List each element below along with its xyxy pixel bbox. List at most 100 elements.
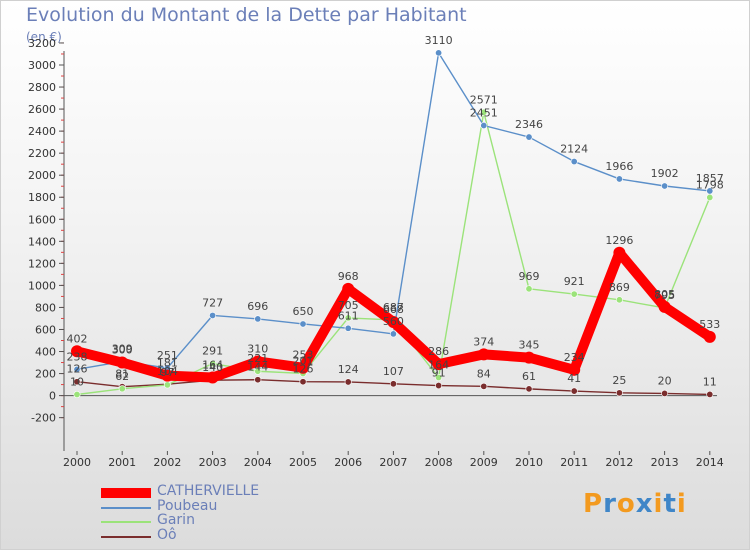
data-label: 805 [654,288,675,301]
y-tick-label: 2200 [28,147,56,160]
legend-swatch [101,535,151,538]
data-point [525,133,533,141]
data-point [163,381,171,389]
data-point [299,378,307,386]
data-label: 727 [202,296,223,309]
proxiti-logo: Proxiti [583,489,687,519]
y-tick-label: 400 [35,346,56,359]
y-tick-label: 1400 [28,235,56,248]
chart-subtitle: (en €) [26,30,62,44]
data-point [706,187,714,195]
data-label: 374 [473,335,494,348]
data-label: 140 [202,361,223,374]
series-cathervielle [71,246,716,384]
data-point [706,390,714,398]
data-label: 310 [247,342,268,355]
data-point [615,175,623,183]
y-tick-label: 1800 [28,191,56,204]
data-label: 309 [112,343,133,356]
y-tick-label: 1600 [28,213,56,226]
data-label: 560 [383,315,404,328]
data-point [435,374,443,382]
legend-label: Poubeau [157,497,218,514]
data-label: 795 [654,289,675,302]
legend-label: Oô [157,526,177,543]
data-label: 286 [428,345,449,358]
y-tick-label: 2400 [28,125,56,138]
logo-letter: r [603,489,617,519]
data-point [523,351,535,364]
data-label: 696 [247,300,268,313]
data-point [480,382,488,390]
data-point [73,378,81,386]
data-label: 81 [115,368,129,381]
x-tick-label: 2003 [199,456,227,469]
y-tick-label: 0 [49,390,56,403]
data-point [297,361,309,374]
data-label: 144 [247,361,268,374]
data-label: 2451 [470,106,498,119]
y-tick-label: 2800 [28,81,56,94]
x-tick-label: 2011 [560,456,588,469]
data-label: 107 [383,365,404,378]
data-point [706,193,714,201]
data-label: 61 [522,370,536,383]
data-point [613,246,626,259]
data-label: 84 [477,367,491,380]
data-point [661,182,669,190]
x-tick-label: 2009 [470,456,498,469]
data-point [525,285,533,293]
data-label: 11 [703,375,717,388]
data-label: 687 [383,301,404,314]
x-tick-label: 2000 [63,456,91,469]
y-tick-label: 1200 [28,257,56,270]
data-label: 104 [157,365,178,378]
logo-letter: o [616,489,636,519]
data-point [342,282,355,295]
data-label: 126 [67,363,88,376]
data-label: 1966 [605,160,633,173]
data-point [73,390,81,398]
data-label: 668 [383,303,404,316]
legend-label: Garin [157,512,195,528]
data-point [299,320,307,328]
data-point [477,348,490,361]
chart-title: Evolution du Montant de la Dette par Hab… [26,4,467,26]
data-point [71,345,83,358]
data-point [118,385,126,393]
data-point [161,369,174,382]
data-point [206,371,219,384]
data-label: 968 [338,270,359,283]
data-label: 253 [293,349,314,362]
data-point [344,378,352,386]
legend-swatch [101,488,151,498]
data-label: 234 [564,351,585,364]
data-label: 869 [609,281,630,294]
data-point [251,355,264,368]
x-tick-label: 2006 [334,456,362,469]
data-label: 921 [564,275,585,288]
x-tick-label: 2010 [515,456,543,469]
logo-letter: t [663,489,677,519]
y-tick-label: 600 [35,323,56,336]
data-label: 126 [293,363,314,376]
data-label: 221 [247,352,268,365]
data-point [661,389,669,397]
data-label: 291 [202,345,223,358]
legend-swatch [101,521,151,523]
data-label: 10 [70,375,84,388]
x-tick-label: 2005 [289,456,317,469]
data-label: 181 [157,357,178,370]
data-label: 345 [519,339,540,352]
x-tick-label: 2007 [379,456,407,469]
data-point [568,363,581,376]
data-label: 2571 [470,93,498,106]
data-label: 611 [338,309,359,322]
y-tick-label: 2000 [28,169,56,182]
data-point [525,385,533,393]
data-label: 25 [612,374,626,387]
data-point [254,376,262,384]
x-tick-label: 2001 [108,456,136,469]
data-point [254,315,262,323]
